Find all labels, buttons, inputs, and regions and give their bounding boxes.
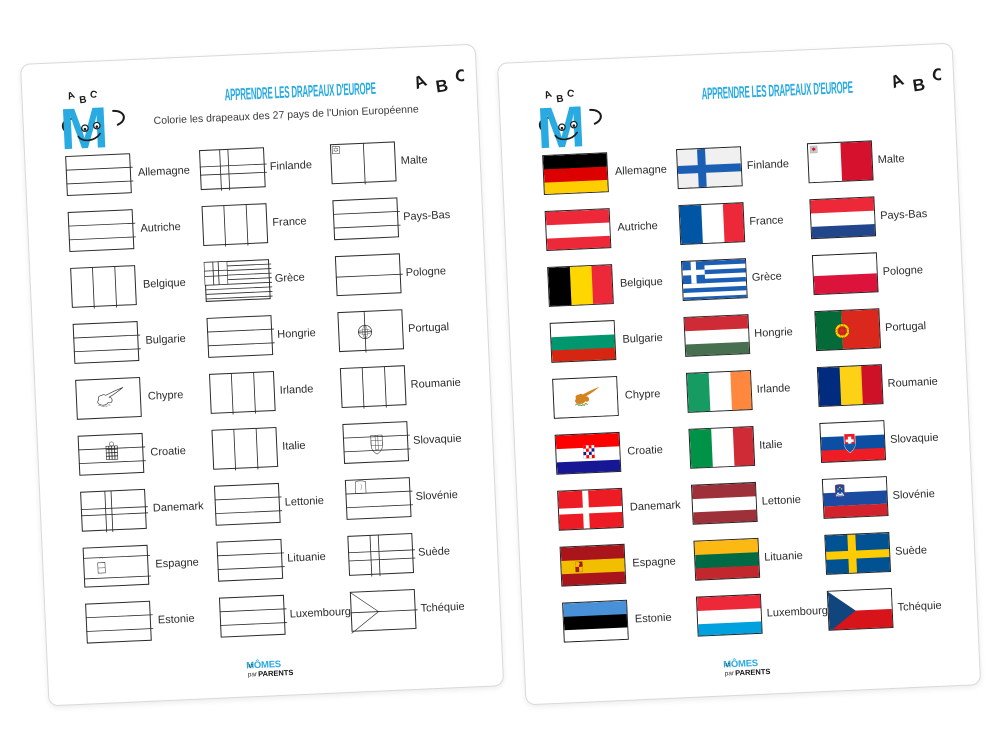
svg-text:PARENTS: PARENTS (735, 667, 771, 678)
svg-text:B: B (911, 75, 926, 95)
svg-text:par: par (725, 670, 736, 677)
svg-text:C: C (930, 64, 941, 85)
svg-text:A: A (890, 70, 906, 92)
svg-text:C: C (453, 65, 464, 86)
svg-text:A: A (413, 71, 429, 93)
svg-text:PARENTS: PARENTS (258, 668, 294, 679)
svg-text:par: par (248, 671, 259, 678)
svg-text:B: B (434, 76, 449, 96)
